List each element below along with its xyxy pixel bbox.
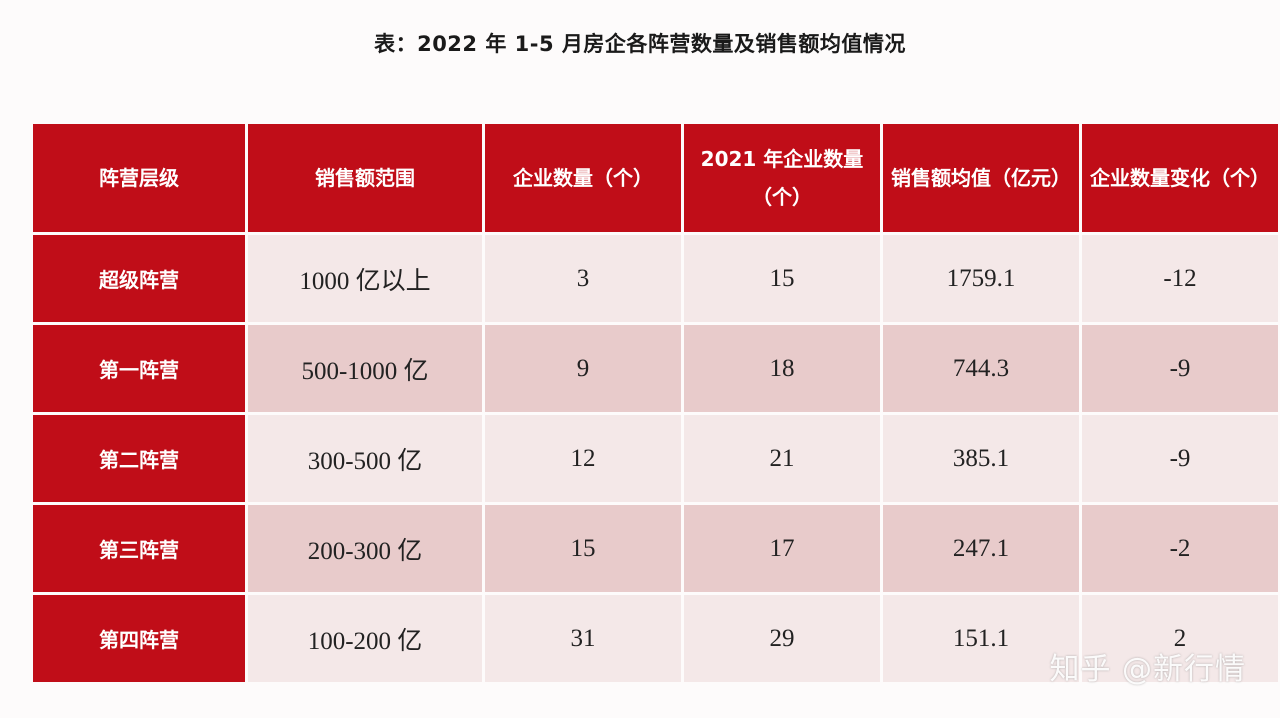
header-tier: 阵营层级 — [33, 124, 245, 232]
table-title: 表：2022 年 1-5 月房企各阵营数量及销售额均值情况 — [374, 32, 906, 56]
data-table: 阵营层级 销售额范围 企业数量（个） 2021 年企业数量（个） 销售额均值（亿… — [30, 121, 1280, 685]
table-row: 第三阵营 200-300 亿 15 17 247.1 -2 — [33, 505, 1278, 592]
table-row: 超级阵营 1000 亿以上 3 15 1759.1 -12 — [33, 235, 1278, 322]
range-cell: 1000 亿以上 — [248, 235, 482, 322]
avg-sales-cell: 151.1 — [883, 595, 1079, 682]
count-2021-cell: 17 — [684, 505, 880, 592]
header-count-2021: 2021 年企业数量（个） — [684, 124, 880, 232]
count-2021-cell: 29 — [684, 595, 880, 682]
tier-cell: 第一阵营 — [33, 325, 245, 412]
tier-cell: 超级阵营 — [33, 235, 245, 322]
change-cell: -9 — [1082, 415, 1278, 502]
range-cell: 300-500 亿 — [248, 415, 482, 502]
header-row: 阵营层级 销售额范围 企业数量（个） 2021 年企业数量（个） 销售额均值（亿… — [33, 124, 1278, 232]
change-cell: -2 — [1082, 505, 1278, 592]
header-count: 企业数量（个） — [485, 124, 681, 232]
count-cell: 31 — [485, 595, 681, 682]
avg-sales-cell: 1759.1 — [883, 235, 1079, 322]
count-cell: 9 — [485, 325, 681, 412]
range-cell: 200-300 亿 — [248, 505, 482, 592]
header-change: 企业数量变化（个） — [1082, 124, 1278, 232]
count-2021-cell: 18 — [684, 325, 880, 412]
count-cell: 3 — [485, 235, 681, 322]
range-cell: 500-1000 亿 — [248, 325, 482, 412]
range-cell: 100-200 亿 — [248, 595, 482, 682]
table-row: 第二阵营 300-500 亿 12 21 385.1 -9 — [33, 415, 1278, 502]
count-2021-cell: 15 — [684, 235, 880, 322]
tier-cell: 第四阵营 — [33, 595, 245, 682]
count-cell: 12 — [485, 415, 681, 502]
header-range: 销售额范围 — [248, 124, 482, 232]
table-row: 第四阵营 100-200 亿 31 29 151.1 2 — [33, 595, 1278, 682]
change-cell: -9 — [1082, 325, 1278, 412]
tier-cell: 第三阵营 — [33, 505, 245, 592]
change-cell: -12 — [1082, 235, 1278, 322]
tier-cell: 第二阵营 — [33, 415, 245, 502]
change-cell: 2 — [1082, 595, 1278, 682]
avg-sales-cell: 744.3 — [883, 325, 1079, 412]
table-row: 第一阵营 500-1000 亿 9 18 744.3 -9 — [33, 325, 1278, 412]
count-cell: 15 — [485, 505, 681, 592]
count-2021-cell: 21 — [684, 415, 880, 502]
watermark: 知乎 @新行情 — [1049, 652, 1246, 687]
avg-sales-cell: 385.1 — [883, 415, 1079, 502]
avg-sales-cell: 247.1 — [883, 505, 1079, 592]
header-avg-sales: 销售额均值（亿元） — [883, 124, 1079, 232]
